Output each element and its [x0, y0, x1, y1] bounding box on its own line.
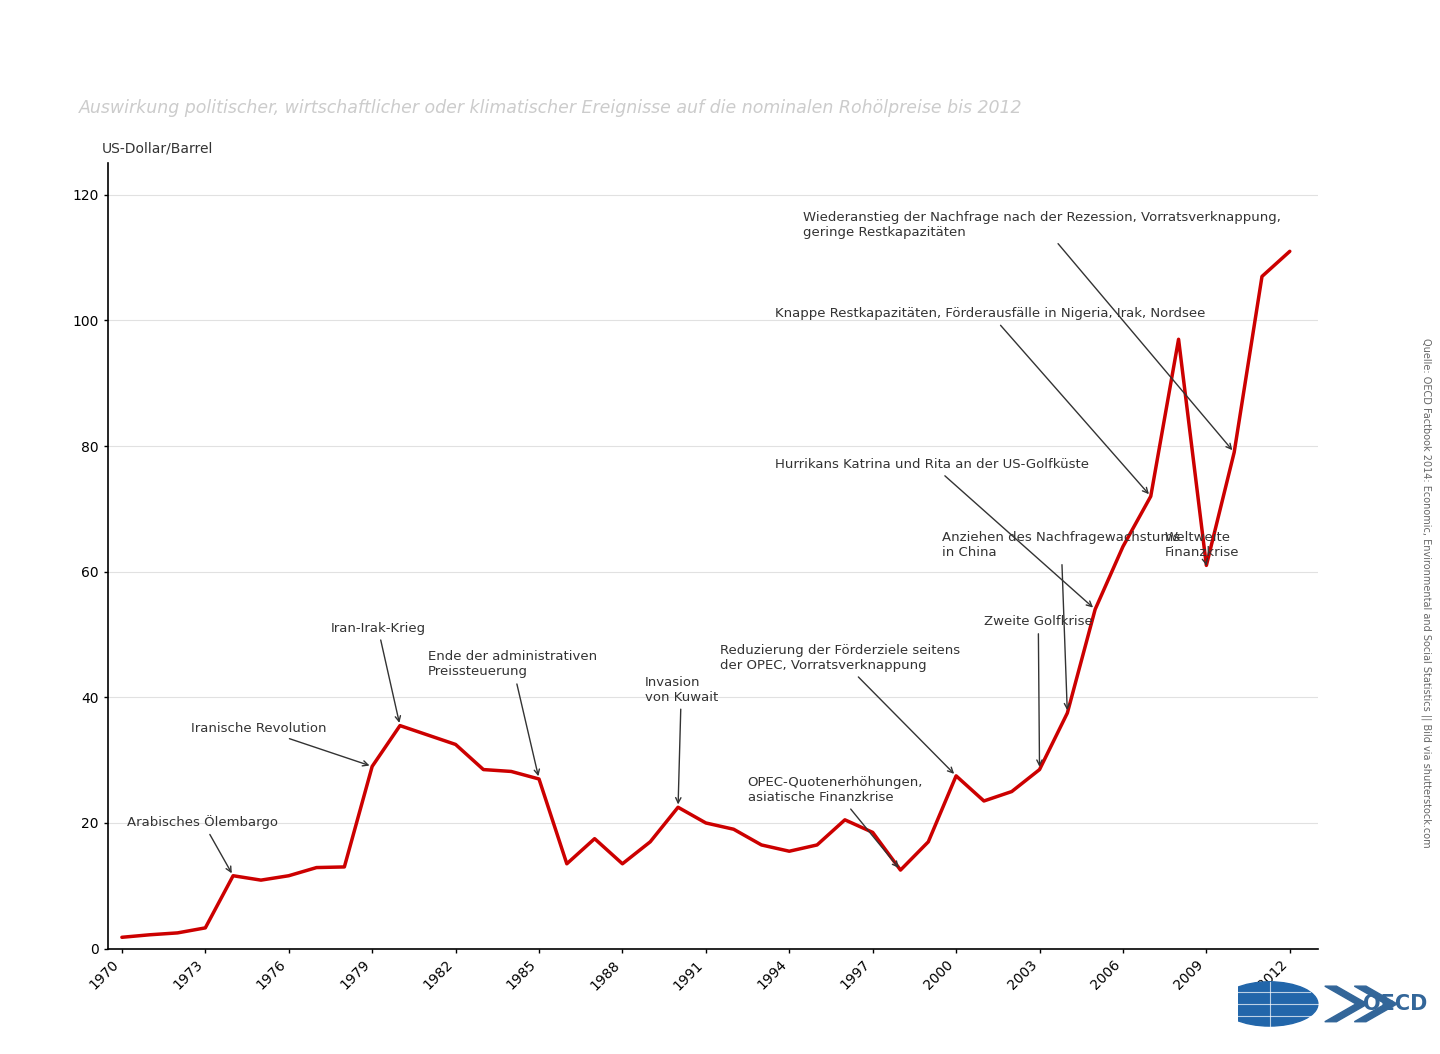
Text: Weltweite
Finanzkrise: Weltweite Finanzkrise — [1165, 531, 1240, 565]
Text: Knappe Restkapazitäten, Förderausfälle in Nigeria, Irak, Nordsee: Knappe Restkapazitäten, Förderausfälle i… — [775, 308, 1205, 493]
Polygon shape — [53, 61, 104, 71]
Circle shape — [1221, 982, 1318, 1027]
Text: Ende der administrativen
Preissteuerung: Ende der administrativen Preissteuerung — [428, 650, 598, 775]
Text: Zweite Golfkrise: Zweite Golfkrise — [984, 616, 1093, 765]
Text: US-Dollar/Barrel: US-Dollar/Barrel — [102, 141, 213, 156]
Polygon shape — [1325, 987, 1368, 1021]
Text: Hurrikans Katrina und Rita an der US-Golfküste: Hurrikans Katrina und Rita an der US-Gol… — [775, 458, 1092, 606]
Text: Ölpreise: Ölpreise — [79, 17, 301, 70]
Text: Arabisches Ölembargo: Arabisches Ölembargo — [128, 816, 278, 872]
Text: OECD: OECD — [1362, 994, 1427, 1014]
Text: Invasion
von Kuwait: Invasion von Kuwait — [645, 676, 719, 803]
Text: Auswirkung politischer, wirtschaftlicher oder klimatischer Ereignisse auf die no: Auswirkung politischer, wirtschaftlicher… — [79, 99, 1022, 117]
Polygon shape — [17, 61, 69, 71]
Text: Iranische Revolution: Iranische Revolution — [192, 722, 369, 766]
Text: Reduzierung der Förderziele seitens
der OPEC, Vorratsverknappung: Reduzierung der Förderziele seitens der … — [720, 644, 960, 773]
Text: Anziehen des Nachfragewachstums
in China: Anziehen des Nachfragewachstums in China — [942, 531, 1181, 708]
Text: Quelle: OECD Factbook 2014: Economic, Environmental and Social Statistics || Bil: Quelle: OECD Factbook 2014: Economic, En… — [1421, 338, 1431, 847]
Text: Wiederanstieg der Nachfrage nach der Rezession, Vorratsverknappung,
geringe Rest: Wiederanstieg der Nachfrage nach der Rez… — [804, 211, 1282, 449]
Text: OPEC-Quotenerhöhungen,
asiatische Finanzkrise: OPEC-Quotenerhöhungen, asiatische Finanz… — [747, 776, 923, 866]
Text: Iran-Irak-Krieg: Iran-Irak-Krieg — [330, 622, 426, 721]
Polygon shape — [1355, 987, 1397, 1021]
